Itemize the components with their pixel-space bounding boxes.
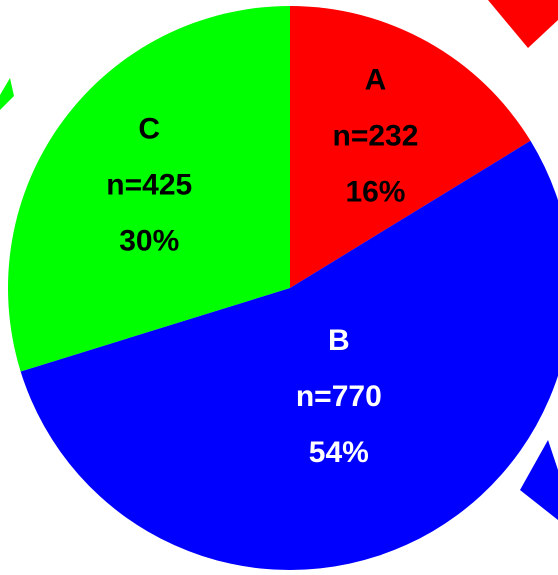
pie-labels: An=232 16% Bn=770 54% Cn=425 30% (106, 63, 418, 468)
slice-label-b-count: n=770 (296, 380, 382, 413)
edge-fragment-green (0, 78, 14, 110)
slice-label-c-name: C (138, 112, 160, 145)
pie-slices (8, 6, 558, 570)
slice-label-a-percent: 16% (345, 175, 405, 208)
pie-slice-a (290, 6, 531, 288)
slice-label-a-count: n=232 (333, 119, 419, 152)
pie-slice-c (8, 6, 291, 372)
slice-label-c-count: n=425 (106, 168, 192, 201)
slice-label-b-percent: 54% (309, 436, 369, 469)
edge-fragment-red (488, 0, 558, 48)
slice-label-a-name: A (365, 63, 387, 96)
slice-label-b-name: B (328, 324, 350, 357)
edge-fragment-blue (520, 440, 558, 520)
pie-slice-b (20, 140, 558, 570)
slice-label-c-percent: 30% (119, 224, 179, 257)
